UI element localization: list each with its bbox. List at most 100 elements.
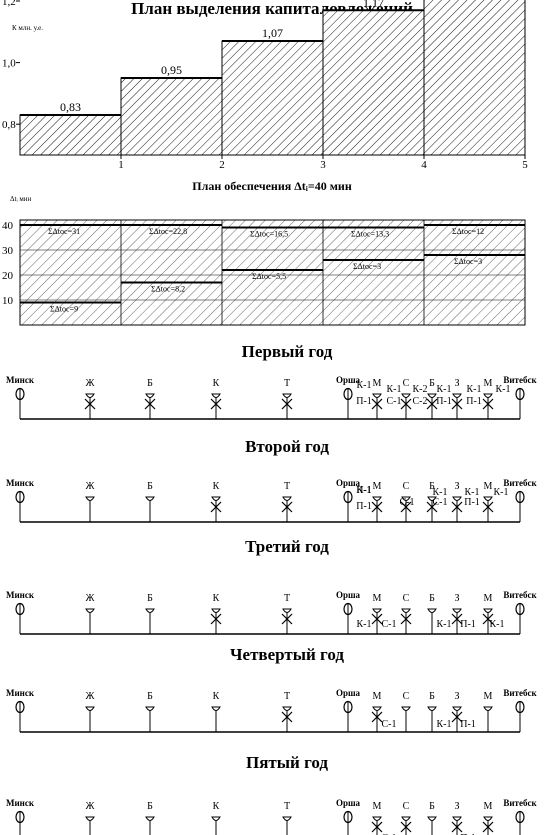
station-name: Б: [429, 801, 435, 812]
equipment-label: К-1: [496, 384, 511, 395]
station: Т: [281, 691, 293, 732]
cross-icon: [426, 501, 438, 513]
station: Витебск: [503, 688, 537, 732]
cross-icon: [482, 501, 494, 513]
station: З: [451, 593, 463, 634]
station-name: Орша: [336, 798, 361, 808]
station: Б: [426, 378, 438, 419]
chart1-bar: [19, 114, 122, 156]
cross-icon: [400, 821, 412, 833]
station: М: [371, 691, 383, 732]
equipment-label: К-1: [433, 487, 448, 498]
chart1-ytick-label: 1,2: [2, 0, 16, 8]
fork-icon: [372, 608, 382, 613]
year-block: Четвертый год Минск Ж Б К Т Орша М С Б З М Витебск С-…: [6, 645, 537, 733]
station: М: [371, 481, 383, 522]
equipment-label: П-1: [356, 501, 372, 512]
fork-icon: [282, 816, 292, 821]
cross-icon: [482, 398, 494, 410]
fork-icon: [427, 706, 437, 711]
cross-icon: [281, 711, 293, 723]
fork-icon: [85, 608, 95, 613]
station: Минск: [6, 375, 35, 419]
cross-icon: [144, 398, 156, 410]
station-name: С: [403, 481, 410, 492]
chart2-lower-label: ΣΔtoс=9: [50, 305, 78, 314]
fork-icon: [452, 393, 462, 398]
station: З: [451, 378, 463, 419]
station-name: Орша: [336, 688, 361, 698]
station-name: С: [403, 801, 410, 812]
station: К: [211, 801, 221, 835]
station: Б: [427, 593, 437, 634]
equipment-label: С-1: [400, 497, 415, 508]
station-name: М: [373, 378, 382, 389]
station-name: Т: [284, 691, 290, 702]
fork-icon: [427, 496, 437, 501]
station: С: [400, 801, 412, 835]
cross-icon: [400, 613, 412, 625]
station-name: К: [213, 481, 220, 492]
station: Витебск: [503, 590, 537, 634]
cross-icon: [371, 613, 383, 625]
year-title: Первый год: [242, 342, 333, 361]
station-name: Минск: [6, 688, 35, 698]
cross-icon: [426, 398, 438, 410]
station: К: [210, 481, 222, 522]
fork-icon: [145, 816, 155, 821]
station-name: Минск: [6, 478, 35, 488]
station-name: Ж: [86, 801, 95, 812]
equipment-label: С-2: [413, 396, 428, 407]
year-block: Третий год Минск Ж Б К Т Орша М С Б З М Витебск К-1 С-…: [6, 537, 537, 635]
station-name: Минск: [6, 375, 35, 385]
station: Б: [145, 593, 155, 634]
chart2-ytick-label: 20: [2, 270, 14, 282]
station-name: Орша: [336, 375, 361, 385]
station-name: С: [403, 691, 410, 702]
station-name: М: [484, 593, 493, 604]
station: М: [482, 481, 494, 522]
fork-icon: [372, 496, 382, 501]
cross-icon: [451, 398, 463, 410]
station-name: Б: [147, 691, 153, 702]
station: Б: [427, 691, 437, 732]
equipment-label: К-1: [490, 619, 505, 630]
equipment-label: К-1: [465, 487, 480, 498]
station-name: Ж: [86, 593, 95, 604]
cross-icon: [281, 398, 293, 410]
year-title: Третий год: [245, 537, 329, 556]
station: М: [482, 801, 494, 835]
station: З: [451, 691, 463, 732]
year-title: Пятый год: [246, 753, 328, 772]
station: Б: [145, 691, 155, 732]
cross-icon: [371, 501, 383, 513]
station-name: К: [213, 593, 220, 604]
fork-icon: [282, 393, 292, 398]
station-name: Ж: [86, 691, 95, 702]
station: Т: [282, 801, 292, 835]
chart1-xtick-label: 4: [421, 159, 427, 171]
station-name: Минск: [6, 798, 35, 808]
station: Орша: [336, 590, 361, 634]
station: С: [400, 481, 412, 522]
station: Б: [144, 378, 156, 419]
equipment-label: С-1: [382, 719, 397, 730]
station: З: [451, 801, 463, 835]
chart2-lower-label: ΣΔtoс=5,5: [252, 272, 286, 281]
station: Минск: [6, 798, 35, 835]
equipment-label: П-1: [356, 485, 372, 496]
cross-icon: [451, 821, 463, 833]
equipment-label: С-1: [387, 396, 402, 407]
cross-icon: [281, 613, 293, 625]
station-name: Т: [284, 801, 290, 812]
equipment-label: П-1: [460, 719, 476, 730]
equipment-label: К-1: [387, 384, 402, 395]
cross-icon: [210, 398, 222, 410]
fork-icon: [427, 393, 437, 398]
station-name: Б: [429, 481, 435, 492]
equipment-label: С-1: [382, 619, 397, 630]
station: Орша: [336, 478, 361, 522]
chart1-xtick-label: 3: [320, 159, 326, 171]
station: К: [211, 691, 221, 732]
chart1-value-label: 0,95: [161, 63, 182, 77]
